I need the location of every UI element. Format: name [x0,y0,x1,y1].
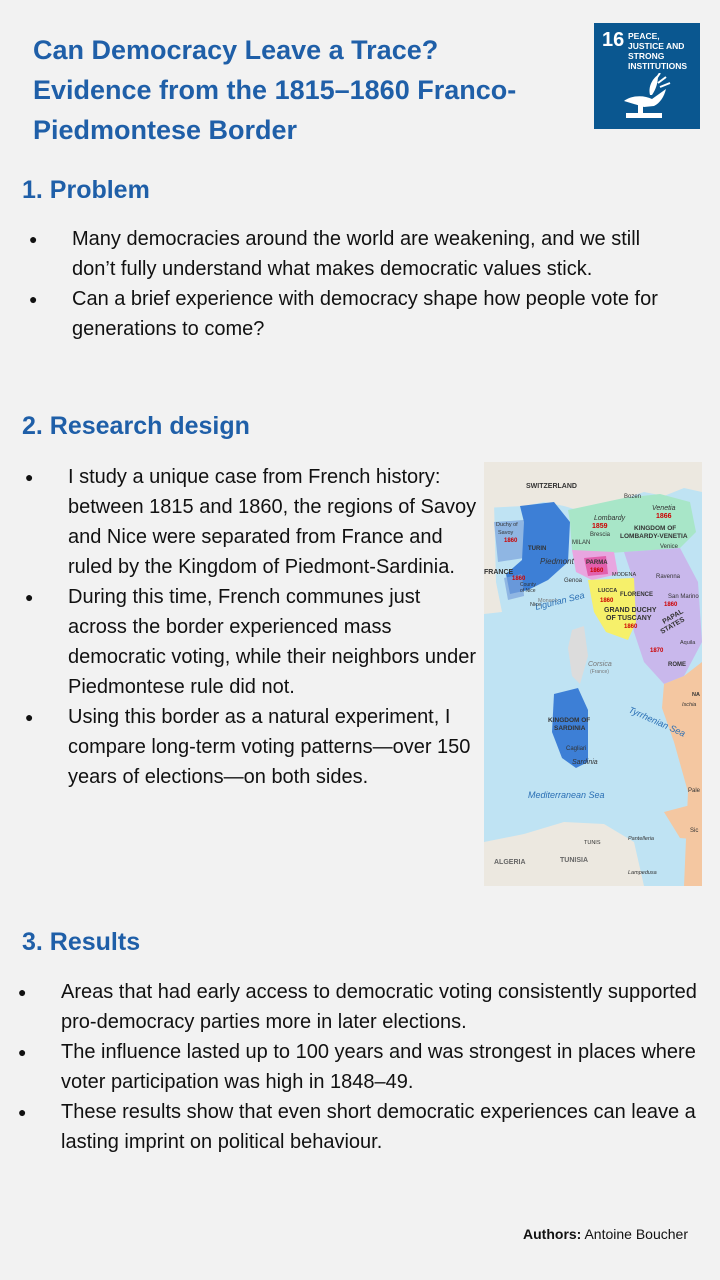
list-item: These results show that even short democ… [13,1097,703,1157]
problem-list: Many democracies around the world are we… [24,224,684,344]
dove-gavel-icon [624,73,671,118]
map-label-lucca: LUCCA [598,588,617,594]
map-label-corsica: Corsica [588,661,612,668]
map-label-florence: FLORENCE [620,592,653,598]
map-label-1870: 1870 [650,648,664,654]
sdg-number: 16 [602,29,625,51]
map-label-kingdom-of-sardinia-2: SARDINIA [554,725,586,732]
map-label-nice-city: Nice [530,602,541,608]
title-line-1: Can Democracy Leave a Trace? [33,35,439,65]
map-label-rome: ROME [668,662,686,668]
map-label-kingdom-of-sardinia-1: KINGDOM OF [548,717,590,724]
map-label-cagliari: Cagliari [566,746,586,752]
map-label-france: FRANCE [484,569,513,576]
author-name: Antoine Boucher [584,1226,688,1242]
poster-title: Can Democracy Leave a Trace? Evidence fr… [33,30,573,150]
map-label-1860-nice: 1860 [512,576,526,582]
list-item: Many democracies around the world are we… [24,224,684,284]
research-design-list: I study a unique case from French histor… [20,462,480,792]
map-label-of-nice: of Nice [520,588,536,594]
map-label-sardinia: Sardinia [572,759,598,766]
map-label-milan: MILAN [572,540,590,546]
list-item: During this time, French communes just a… [20,582,480,702]
map-label-piedmont: Piedmont [540,557,575,566]
map-label-lombardy-venetia: LOMBARDY-VENETIA [620,533,688,540]
authors-line: Authors: Antoine Boucher [523,1226,688,1242]
map-label-genoa: Genoa [564,578,583,584]
map-label-parma: PARMA [586,560,608,566]
problem-heading: 1. Problem [22,176,150,204]
results-list: Areas that had early access to democrati… [13,977,703,1157]
list-item: The influence lasted up to 100 years and… [13,1037,703,1097]
map-label-kingdom-of: KINGDOM OF [634,525,676,532]
map-label-pantelleria: Pantelleria [628,836,654,842]
map-label-1866: 1866 [656,513,672,520]
map-label-grand-duchy: GRAND DUCHY [604,607,657,614]
list-item: Can a brief experience with democracy sh… [24,284,684,344]
map-label-tunis: TUNIS [584,840,601,846]
research-design-heading: 2. Research design [22,412,250,440]
map-label-na: NA [692,692,700,698]
map-label-1860-papal: 1860 [664,602,678,608]
map-label-1859: 1859 [592,523,608,530]
map-label-tunisia: TUNISIA [560,857,588,864]
map-label-monaco: Monaco [538,598,558,604]
map-label-algeria: ALGERIA [494,859,526,866]
map-label-brescia: Brescia [590,532,611,538]
map-label-turin: TURIN [528,546,546,552]
map-label-france-small: (France) [590,669,609,675]
sdg-16-badge: 16 PEACE, JUSTICE AND STRONG INSTITUTION… [594,23,700,129]
map-label-lombardy: Lombardy [594,515,626,522]
map-label-county: County [520,582,536,588]
map-label-switzerland: SWITZERLAND [526,483,577,490]
map-label-aquila: Aquila [680,640,696,646]
map-label-duchy-of: Duchy of [496,522,518,528]
list-item: Using this border as a natural experimen… [20,702,480,792]
title-line-2: Evidence from the 1815–1860 Franco-Piedm… [33,75,517,145]
map-label-1860-savoy: 1860 [504,538,518,544]
historical-map-italy: SWITZERLAND Bozen Lombardy 1859 Venetia … [484,462,702,886]
map-label-savoy: Savoy [498,530,514,536]
sdg-text: PEACE, JUSTICE AND STRONG INSTITUTIONS [628,31,688,71]
list-item: I study a unique case from French histor… [20,462,480,582]
map-label-venetia: Venetia [652,505,676,512]
map-label-pale: Pale [688,788,701,794]
map-label-bozen: Bozen [624,494,641,500]
results-heading: 3. Results [22,928,141,956]
list-item: Areas that had early access to democrati… [13,977,703,1037]
map-label-1860-lucca: 1860 [600,598,614,604]
map-label-modena: MODENA [612,572,636,578]
map-label-1860-parma: 1860 [590,568,604,574]
map-label-san-marino: San Marino [668,594,699,600]
map-label-sic: Sic [690,828,698,834]
map-label-of-tuscany: OF TUSCANY [606,615,652,622]
map-label-1860-tuscany: 1860 [624,624,638,630]
map-label-mediterranean-sea: Mediterranean Sea [528,790,605,800]
authors-label: Authors: [523,1226,582,1242]
map-label-lampedusa: Lampedusa [628,870,657,876]
map-label-ravenna: Ravenna [656,574,681,580]
map-label-venice: Venice [660,544,679,550]
map-label-ischia: Ischia [682,702,696,708]
